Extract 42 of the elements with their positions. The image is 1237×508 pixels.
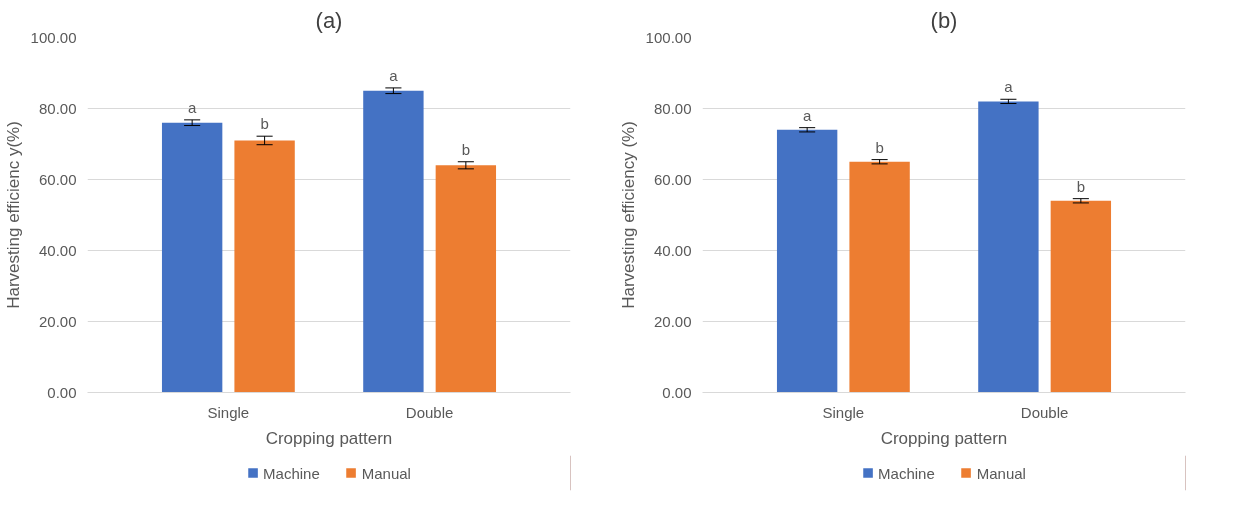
bar <box>363 90 424 393</box>
y-tick-label: 0.00 <box>662 383 692 401</box>
bar <box>1050 200 1112 393</box>
x-tick-label: Double <box>405 403 454 421</box>
legend-label: Manual <box>361 464 411 481</box>
annotation: b <box>260 115 269 133</box>
annotation: a <box>187 98 197 116</box>
y-tick-label: 100.00 <box>645 28 692 46</box>
x-axis-title: Cropping pattern <box>880 428 1008 448</box>
bar <box>435 165 497 393</box>
bar <box>776 129 838 393</box>
x-tick-label: Single <box>822 403 865 421</box>
y-tick-label: 80.00 <box>38 99 77 117</box>
x-tick-label: Double <box>1020 403 1069 421</box>
y-axis-title: Harvesting efficienc y(%) <box>3 121 23 309</box>
legend-label: Manual <box>976 464 1026 481</box>
x-tick-label: Single <box>207 403 250 421</box>
annotation: a <box>389 66 399 84</box>
y-axis-title: Harvesting efficiency (%) <box>618 121 638 309</box>
y-tick-label: 80.00 <box>653 99 692 117</box>
annotation: b <box>461 140 471 158</box>
bar <box>849 161 910 393</box>
annotation: a <box>1004 78 1014 96</box>
annotation: a <box>802 106 812 124</box>
y-tick-label: 100.00 <box>30 28 77 46</box>
bar <box>234 140 295 393</box>
bar <box>978 101 1039 393</box>
annotation: b <box>1076 177 1086 195</box>
y-tick-label: 40.00 <box>38 241 77 259</box>
y-tick-label: 60.00 <box>38 170 77 188</box>
y-tick-label: 40.00 <box>653 241 692 259</box>
y-tick-label: 20.00 <box>38 312 77 330</box>
legend-label: Machine <box>263 464 320 481</box>
legend-label: Machine <box>878 464 935 481</box>
bar <box>161 122 223 393</box>
y-tick-label: 20.00 <box>653 312 692 330</box>
annotation: b <box>875 138 884 156</box>
x-axis-title: Cropping pattern <box>265 428 393 448</box>
chart-title: (a) <box>315 7 343 33</box>
y-tick-label: 0.00 <box>47 383 77 401</box>
chart-title: (b) <box>930 7 958 33</box>
y-tick-label: 60.00 <box>653 170 692 188</box>
